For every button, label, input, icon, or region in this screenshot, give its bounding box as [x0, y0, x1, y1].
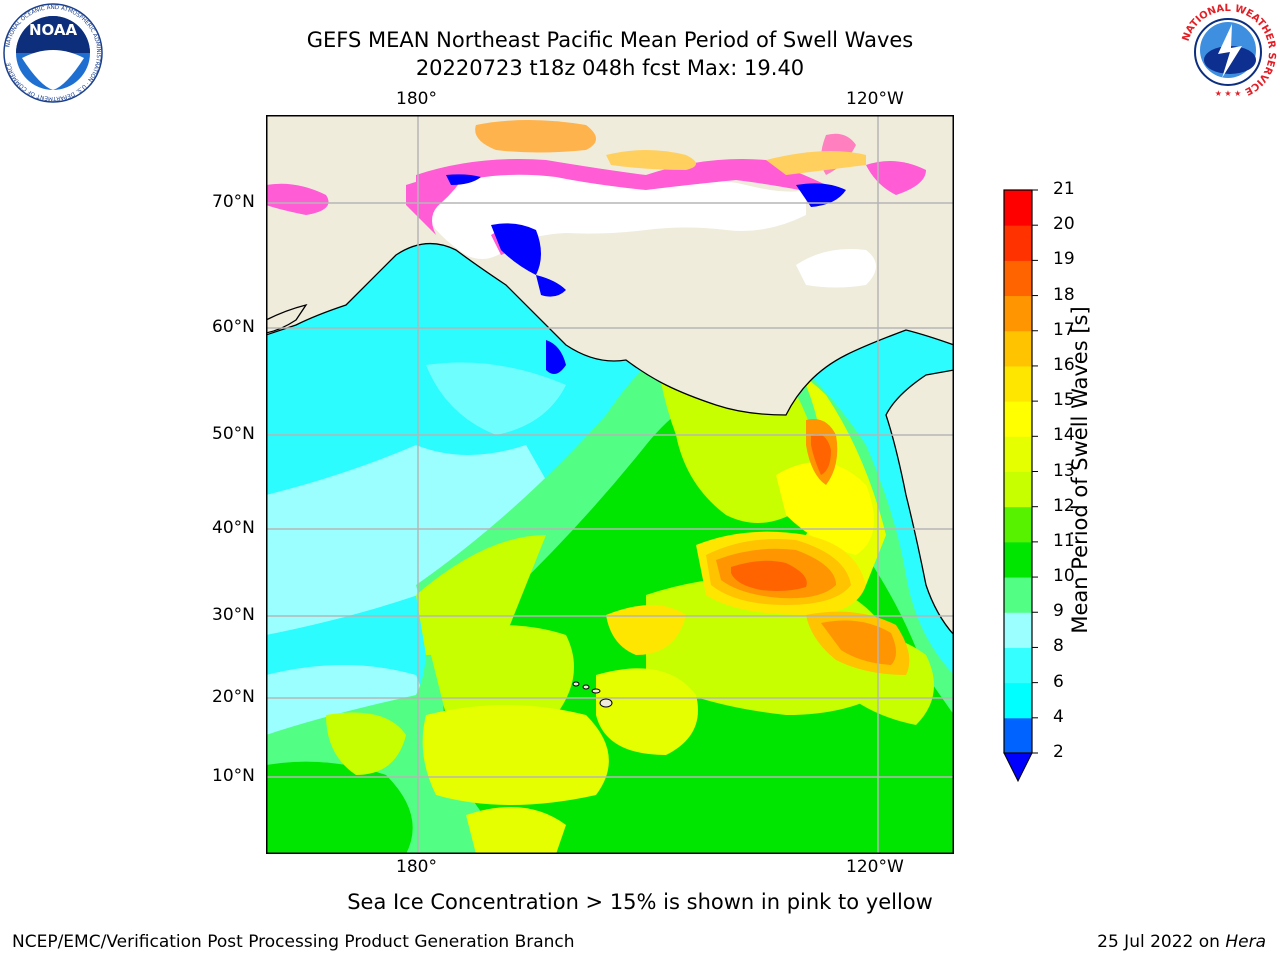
colorbar-swatch [1004, 682, 1032, 719]
colorbar-swatch [1004, 365, 1032, 402]
footer-credit: NCEP/EMC/Verification Post Processing Pr… [12, 932, 575, 952]
colorbar-tick-label: 6 [1053, 671, 1064, 692]
noaa-logo-text: NOAA [29, 21, 78, 39]
lon-label-top-180: 180° [396, 89, 437, 109]
colorbar-tick-label: 11 [1053, 530, 1075, 551]
colorbar-tick-label: 12 [1053, 495, 1075, 516]
map-border [266, 115, 954, 854]
footer-date: 25 Jul 2022 on Hera [1097, 932, 1266, 952]
hawaiian-islands [572, 681, 613, 708]
colorbar-tick-label: 16 [1053, 354, 1075, 375]
sea-ice-field [266, 120, 926, 255]
colorbar-tick-label: 19 [1053, 249, 1075, 270]
colorbar-tick-label: 2 [1053, 742, 1064, 762]
colorbar-swatch [1004, 295, 1032, 332]
lat-label-70n: 70°N [212, 192, 255, 212]
colorbar-tick-label: 13 [1053, 460, 1075, 481]
colorbar-swatch [1004, 225, 1032, 261]
colorbar-swatch [1004, 541, 1032, 578]
map-title: GEFS MEAN Northeast Pacific Mean Period … [306, 28, 914, 52]
colorbar-tick-label: 14 [1053, 425, 1075, 446]
swell-field-2-4s [446, 174, 846, 374]
lat-label-10n: 10°N [212, 766, 255, 786]
nws-logo: NATIONAL WEATHER SERVICE ★ ★ ★ [1180, 3, 1277, 100]
colorbar-swatch [1004, 717, 1032, 754]
colorbar [1003, 189, 1038, 783]
lat-label-30n: 30°N [212, 605, 255, 625]
lat-label-40n: 40°N [212, 518, 255, 538]
colorbar-title: Mean Period of Swell Waves [s] [1068, 306, 1092, 634]
colorbar-swatch [1004, 436, 1032, 472]
colorbar-tick-label: 10 [1053, 566, 1075, 587]
map-subtitle: 20220723 t18z 048h fcst Max: 19.40 [415, 56, 805, 80]
colorbar-tick-label: 4 [1053, 706, 1064, 727]
lon-label-bottom-180: 180° [396, 857, 437, 877]
map-gridlines [266, 115, 954, 854]
colorbar-tick-label: 9 [1053, 601, 1064, 622]
lon-label-top-120w: 120°W [846, 89, 904, 109]
colorbar-tick-label: 18 [1053, 284, 1075, 305]
lat-label-20n: 20°N [212, 687, 255, 707]
colorbar-swatch [1004, 330, 1032, 367]
lat-label-50n: 50°N [212, 424, 255, 444]
colorbar-tick-label: 15 [1053, 390, 1075, 411]
colorbar-swatch [1004, 401, 1032, 437]
colorbar-tick-label: 20 [1053, 214, 1075, 235]
colorbar-tick-label: 17 [1053, 319, 1075, 340]
sea-ice-caption: Sea Ice Concentration > 15% is shown in … [347, 890, 933, 914]
colorbar-swatch [1004, 647, 1032, 684]
colorbar-swatch [1004, 506, 1032, 543]
svg-text:★ ★ ★: ★ ★ ★ [1215, 89, 1242, 98]
noaa-logo: NOAA NATIONAL OCEANIC AND ATMOSPHERIC AD… [3, 3, 103, 103]
colorbar-swatch [1004, 190, 1032, 226]
colorbar-swatch [1004, 260, 1032, 297]
colorbar-swatch [1004, 612, 1032, 648]
lat-label-60n: 60°N [212, 317, 255, 337]
colorbar-swatch [1004, 577, 1032, 613]
lon-label-bottom-120w: 120°W [846, 857, 904, 877]
colorbar-tick-label: 21 [1053, 179, 1075, 199]
colorbar-tick-label: 8 [1053, 636, 1064, 657]
footer-host: Hera [1225, 932, 1266, 952]
colorbar-swatch [1004, 471, 1032, 508]
footer-date-text: 25 Jul 2022 on [1097, 932, 1226, 952]
colorbar-extend-triangle [1003, 752, 1033, 783]
map-panel [266, 115, 954, 854]
